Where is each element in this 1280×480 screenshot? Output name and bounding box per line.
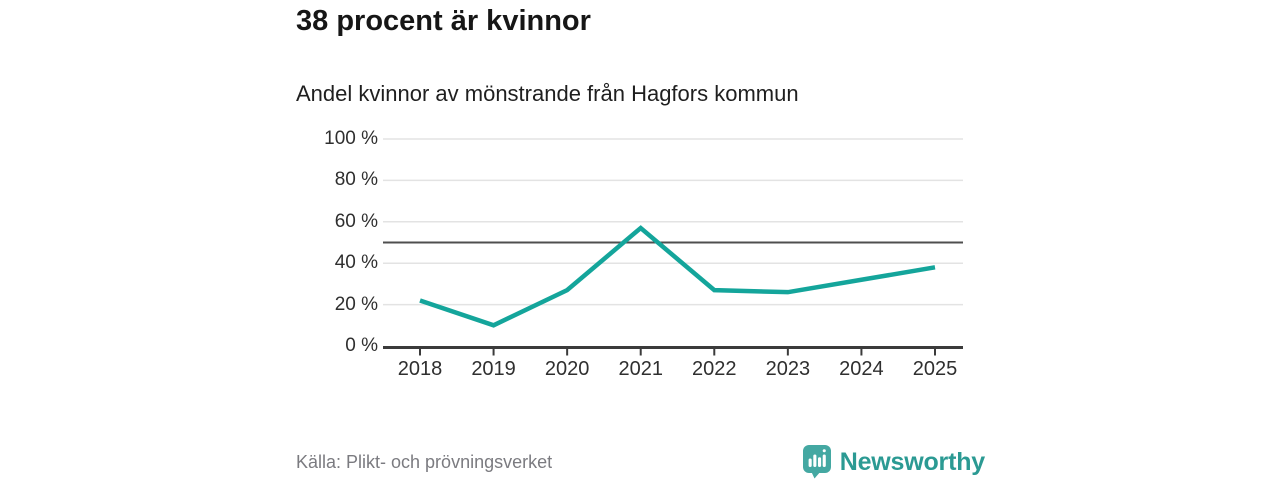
y-tick-label: 0 % xyxy=(345,335,378,356)
x-tick-label: 2019 xyxy=(471,358,516,380)
chart-subtitle: Andel kvinnor av mönstrande från Hagfors… xyxy=(296,81,799,106)
newsworthy-logo: Newsworthy xyxy=(802,445,985,479)
chart-footer: Källa: Plikt- och prövningsverket Newswo… xyxy=(296,443,985,480)
y-tick-label: 80 % xyxy=(334,169,378,191)
x-tick-label: 2025 xyxy=(912,358,958,380)
x-tick-label: 2018 xyxy=(397,358,443,380)
source-note: Källa: Plikt- och prövningsverket xyxy=(296,451,553,472)
y-tick-label: 60 % xyxy=(334,210,378,232)
line-chart: 0 % 20 % 40 % 60 % 80 % 100 % 2018 2019 2020 202… xyxy=(296,125,996,390)
x-tick-label: 2024 xyxy=(839,358,884,380)
y-tick-label: 20 % xyxy=(334,293,378,315)
y-tick-label: 40 % xyxy=(334,252,378,274)
x-tick-label: 2023 xyxy=(765,358,811,380)
chart-title: 38 procent är kvinnor xyxy=(296,5,591,37)
plot-area xyxy=(383,138,963,356)
x-tick-label: 2021 xyxy=(618,358,663,380)
x-tick-label: 2022 xyxy=(692,358,737,380)
x-tick-label: 2020 xyxy=(544,358,590,380)
y-tick-label: 100 % xyxy=(324,128,378,149)
data-line xyxy=(419,225,936,328)
newsworthy-wordmark: Newsworthy xyxy=(839,447,985,476)
newsworthy-speech-bubble-bars-icon xyxy=(802,445,831,479)
